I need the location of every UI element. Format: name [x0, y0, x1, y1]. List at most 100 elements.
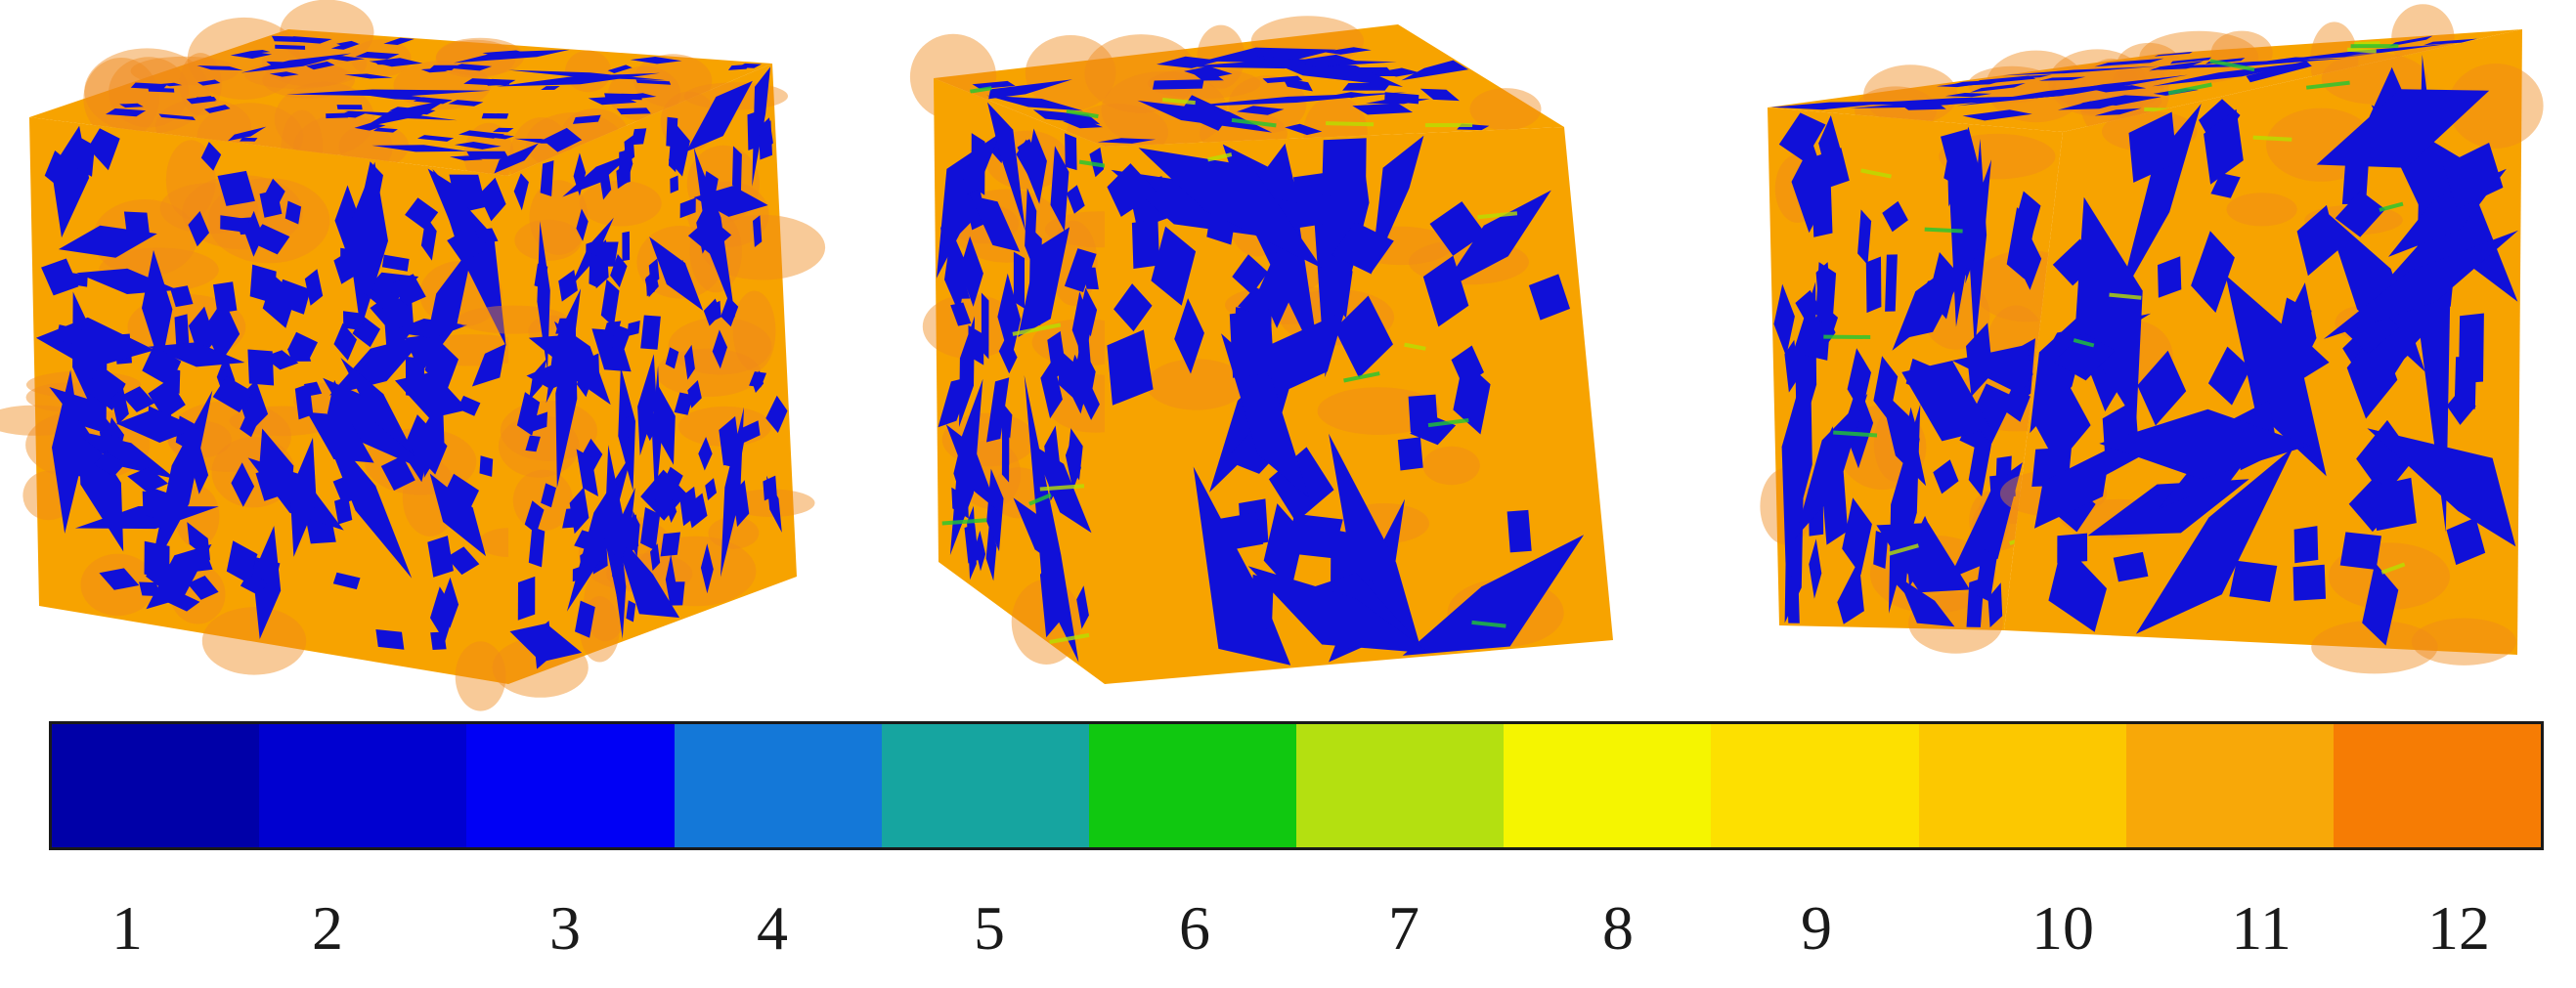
inclusion: [364, 290, 411, 311]
inclusion: [142, 345, 182, 387]
inclusion: [130, 82, 168, 90]
inclusion: [466, 150, 509, 159]
inclusion: [951, 487, 969, 519]
inclusion: [562, 151, 634, 197]
colorbar-segment-9: [1711, 724, 1919, 847]
inclusion: [187, 576, 219, 600]
stress-highlight: [1477, 211, 1518, 220]
inclusion: [228, 126, 267, 142]
matrix-mottle: [1863, 64, 1958, 125]
inclusion: [1000, 403, 1013, 439]
colorbar-tick-label: 4: [757, 893, 788, 963]
inclusion: [675, 260, 685, 290]
inclusion: [1327, 249, 1353, 319]
inclusion: [2293, 526, 2319, 564]
stress-highlight: [2354, 41, 2380, 46]
inclusion: [343, 311, 361, 330]
inclusion: [170, 285, 194, 308]
inclusion: [2034, 384, 2091, 466]
inclusion: [1365, 98, 1430, 105]
inclusion: [509, 623, 583, 663]
inclusion: [528, 359, 546, 402]
inclusion: [119, 103, 144, 108]
inclusion: [1968, 428, 1991, 497]
inclusion: [127, 467, 168, 493]
inclusion: [964, 524, 980, 564]
inclusion: [693, 186, 768, 217]
inclusion: [1786, 574, 1800, 623]
inclusion: [609, 324, 632, 352]
inclusion: [44, 150, 76, 193]
inclusion: [513, 173, 529, 211]
inclusion: [525, 435, 541, 452]
inclusion: [1821, 138, 1843, 165]
inclusion: [1039, 558, 1060, 638]
inclusion: [1064, 248, 1097, 292]
inclusion: [635, 79, 672, 85]
inclusion: [149, 390, 213, 579]
stress-highlight: [1326, 121, 1375, 127]
inclusion: [763, 475, 777, 501]
inclusion: [562, 507, 582, 529]
stress-highlight: [2305, 80, 2350, 90]
inclusion: [449, 64, 493, 71]
inclusion: [985, 523, 997, 581]
inclusion: [2137, 350, 2187, 426]
inclusion: [1408, 394, 1438, 433]
inclusion: [644, 268, 659, 298]
colorbar-tick-label: 2: [312, 893, 343, 963]
matrix-mottle: [655, 348, 762, 397]
stress-highlight: [2252, 135, 2292, 142]
inclusion: [186, 96, 216, 105]
inclusion: [517, 576, 536, 621]
inclusion: [441, 577, 459, 628]
inclusion: [1873, 531, 1889, 569]
inclusion: [1131, 219, 1160, 269]
inclusion: [477, 133, 515, 140]
inclusion: [700, 543, 714, 594]
inclusion: [2038, 76, 2086, 81]
inclusion: [1978, 75, 2036, 84]
inclusion: [1066, 185, 1085, 214]
inclusion: [1401, 60, 1468, 81]
inclusion: [121, 386, 155, 412]
cube-fine: [0, 0, 826, 711]
inclusion: [524, 500, 545, 535]
inclusion: [1151, 226, 1197, 306]
inclusion: [950, 302, 972, 326]
inclusion: [332, 572, 361, 590]
inclusion: [330, 42, 361, 50]
inclusion: [231, 462, 255, 507]
matrix-mottle: [1146, 359, 1246, 410]
inclusion: [471, 343, 506, 387]
inclusion: [1029, 227, 1042, 296]
colorbar: [49, 721, 2544, 850]
inclusion: [2113, 551, 2149, 582]
inclusion: [323, 377, 420, 468]
matrix-mottle: [2226, 193, 2297, 227]
inclusion: [622, 231, 631, 262]
inclusion: [2454, 356, 2477, 409]
matrix-mottle: [1986, 50, 2086, 123]
inclusion: [981, 292, 989, 360]
inclusion: [371, 145, 468, 152]
inclusion: [660, 532, 680, 557]
inclusion: [732, 146, 742, 193]
cube-coarse: [1760, 4, 2544, 674]
inclusion: [161, 82, 183, 87]
inclusion: [1253, 311, 1345, 406]
inclusion: [1795, 289, 1821, 322]
inclusion: [2152, 62, 2310, 87]
inclusion: [1850, 99, 2007, 108]
colorbar-segment-4: [674, 724, 882, 847]
inclusion: [475, 228, 499, 244]
inclusion: [405, 414, 448, 475]
inclusion: [345, 92, 453, 102]
inclusion: [1901, 361, 1991, 442]
inclusion: [115, 408, 198, 443]
inclusion: [158, 113, 196, 121]
inclusion: [99, 428, 114, 452]
inclusion: [347, 161, 388, 330]
inclusion: [284, 200, 302, 225]
inclusion: [58, 225, 157, 258]
